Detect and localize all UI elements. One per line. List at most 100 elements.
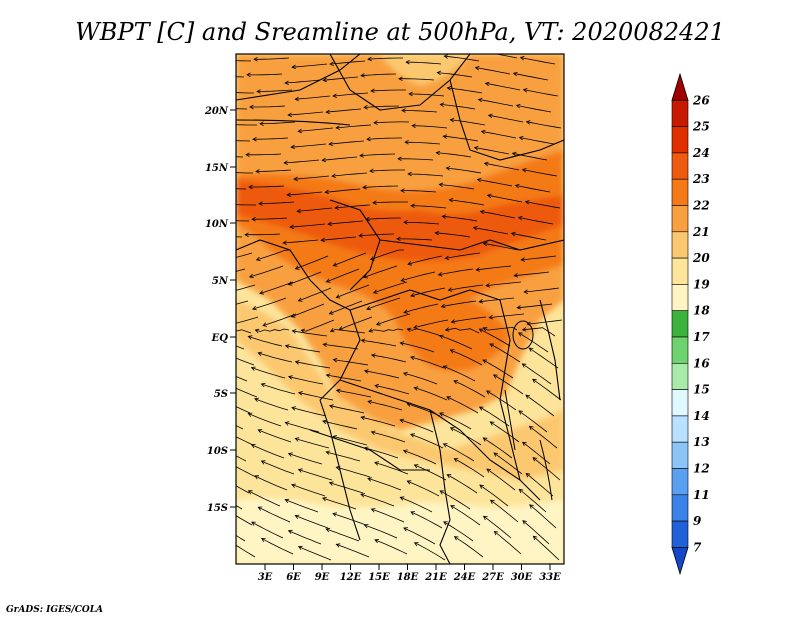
- streamline: [336, 466, 371, 478]
- streamline: [479, 484, 509, 507]
- streamline: [236, 188, 247, 190]
- streamline-arrow: [440, 303, 446, 309]
- streamline: [245, 233, 281, 236]
- colorbar-segment: [671, 178, 689, 206]
- colorbar-label: 20: [692, 251, 710, 265]
- streamline: [522, 169, 558, 177]
- streamline: [443, 365, 476, 382]
- streamline-arrow: [211, 185, 215, 189]
- streamline-arrow: [478, 328, 484, 333]
- colorbar-segment: [671, 494, 689, 522]
- streamline: [480, 211, 516, 219]
- streamline: [294, 175, 330, 180]
- streamline-arrow: [493, 452, 499, 457]
- streamline-arrow: [286, 192, 291, 198]
- streamline: [254, 57, 290, 60]
- lon-label: 3E: [258, 572, 273, 583]
- streamline-arrow: [338, 326, 344, 331]
- streamline: [326, 374, 362, 382]
- streamline: [359, 153, 396, 157]
- streamline: [526, 121, 562, 129]
- streamline-arrow: [478, 299, 484, 304]
- streamline-arrow: [437, 271, 443, 277]
- streamline-arrow: [441, 214, 447, 219]
- streamline-arrow: [367, 477, 372, 482]
- streamline-arrow: [525, 394, 530, 399]
- streamline: [400, 419, 434, 433]
- streamline-arrow: [209, 73, 213, 77]
- colorbar-label: 9: [693, 514, 702, 528]
- streamline: [404, 221, 440, 225]
- streamline: [481, 131, 517, 139]
- streamline: [376, 313, 411, 325]
- streamline: [249, 265, 284, 278]
- streamline-arrow: [413, 464, 419, 469]
- streamline-arrow: [399, 341, 405, 346]
- streamline-arrow: [528, 347, 534, 352]
- streamline: [439, 412, 472, 430]
- streamline: [290, 223, 326, 228]
- streamline: [285, 499, 319, 513]
- streamline-arrow: [410, 433, 415, 438]
- colorbar-bottom-arrow: [671, 547, 689, 576]
- streamline-arrow: [521, 168, 527, 173]
- streamline: [333, 359, 369, 366]
- streamline-arrow: [446, 474, 452, 479]
- chart-title: WBPT [C] and Sreamline at 500hPa, VT: 20…: [75, 18, 725, 46]
- streamline: [520, 57, 556, 65]
- streamline: [236, 534, 246, 542]
- lon-label: 18E: [397, 572, 419, 583]
- streamline-arrow: [443, 521, 448, 526]
- lat-label: 10S: [207, 446, 228, 457]
- streamline-arrow: [370, 353, 376, 358]
- streamline-arrow: [516, 305, 522, 310]
- streamline-arrow: [284, 421, 290, 426]
- streamline-arrow: [407, 261, 412, 266]
- streamline: [261, 538, 294, 555]
- colorbar-top-arrow: [671, 72, 689, 101]
- streamline: [236, 156, 244, 158]
- streamline-arrow: [488, 314, 494, 320]
- streamline: [454, 458, 485, 478]
- lon-label: 24E: [453, 572, 476, 583]
- streamline-arrow: [297, 391, 303, 396]
- streamline: [484, 162, 520, 171]
- streamline-arrow: [248, 273, 254, 279]
- streamline-arrow: [208, 153, 212, 157]
- streamline: [248, 413, 282, 427]
- streamline-arrow: [207, 233, 211, 237]
- streamline-arrow: [247, 490, 253, 495]
- streamline: [360, 73, 397, 77]
- streamline: [371, 354, 407, 363]
- streamline-arrow: [321, 157, 326, 163]
- streamline: [333, 252, 367, 267]
- streamline: [402, 110, 438, 113]
- streamline-arrow: [331, 173, 336, 178]
- streamline: [479, 328, 511, 347]
- streamline-arrow: [399, 418, 405, 424]
- streamline: [236, 268, 246, 272]
- lat-label: 15S: [207, 503, 228, 514]
- streamline-arrow: [215, 366, 219, 369]
- streamline: [533, 535, 560, 561]
- streamline-arrow: [401, 108, 406, 113]
- streamline-arrow: [480, 129, 486, 135]
- streamline: [443, 135, 479, 142]
- colorbar-label: 21: [692, 225, 710, 239]
- streamline-arrow: [449, 349, 455, 354]
- lat-label: 10N: [205, 219, 229, 230]
- colorbar-label: 18: [693, 304, 710, 318]
- streamline-arrow: [284, 498, 290, 503]
- streamline-arrow: [252, 136, 257, 142]
- streamline-arrow: [260, 538, 266, 543]
- streamline-arrow: [524, 200, 530, 205]
- streamline-arrow: [438, 334, 444, 339]
- colorbar-label: 22: [692, 199, 710, 213]
- streamline-arrow: [224, 323, 228, 327]
- streamline-arrow: [257, 351, 263, 357]
- streamline-arrow: [283, 160, 288, 165]
- streamline-arrow: [335, 388, 341, 394]
- streamline: [483, 437, 513, 459]
- map-panel[interactable]: [207, 50, 564, 564]
